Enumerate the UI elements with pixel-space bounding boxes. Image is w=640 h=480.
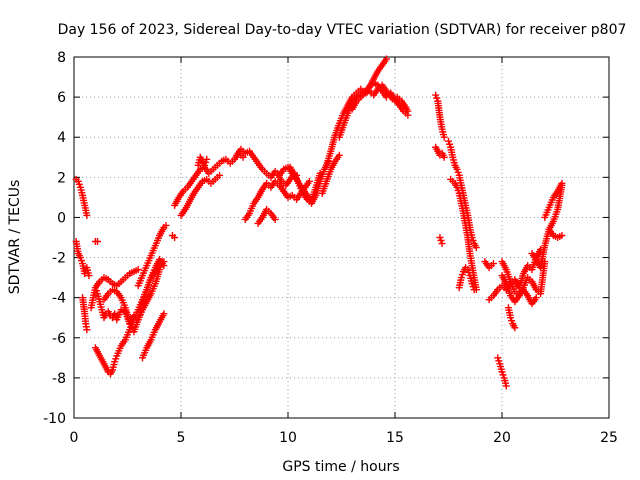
y-tick-label: 6 xyxy=(57,90,66,106)
data-point xyxy=(271,215,279,223)
x-tick-label: 25 xyxy=(600,430,618,446)
grid-lines xyxy=(74,57,609,418)
data-point xyxy=(134,266,142,274)
data-point xyxy=(558,231,566,239)
data-point xyxy=(316,169,324,177)
y-tick-label: 8 xyxy=(57,50,66,66)
data-point xyxy=(83,326,91,334)
data-point xyxy=(160,310,168,318)
y-tick-label: -10 xyxy=(43,411,66,427)
data-point xyxy=(440,133,448,141)
x-ticks: 0 5 10 15 20 25 xyxy=(70,57,618,446)
y-axis-label: SDTVAR / TECUs xyxy=(7,180,23,295)
data-point xyxy=(532,294,540,302)
data-point xyxy=(472,244,480,252)
data-point xyxy=(502,382,510,390)
data-point xyxy=(203,155,211,163)
data-point xyxy=(305,177,313,185)
x-axis-label: GPS time / hours xyxy=(282,459,399,475)
y-tick-label: -2 xyxy=(52,251,66,267)
data-point xyxy=(335,151,343,159)
y-tick-label: 2 xyxy=(57,170,66,186)
data-point xyxy=(558,179,566,187)
plot-frame xyxy=(73,56,610,419)
x-tick-label: 5 xyxy=(177,430,186,446)
y-ticks: -10 -8 -6 -4 -2 0 2 4 6 8 xyxy=(43,50,609,427)
data-point xyxy=(438,240,446,248)
y-tick-label: -4 xyxy=(52,291,66,307)
data-point xyxy=(162,221,170,229)
data-point xyxy=(404,107,412,115)
data-points xyxy=(72,55,566,390)
data-point xyxy=(94,238,102,246)
data-point xyxy=(511,324,519,332)
data-point xyxy=(160,258,168,266)
x-tick-label: 20 xyxy=(493,430,511,446)
x-tick-label: 10 xyxy=(279,430,297,446)
y-tick-label: -6 xyxy=(52,331,66,347)
data-point xyxy=(489,260,497,268)
y-tick-label: 0 xyxy=(57,210,66,226)
data-point xyxy=(216,171,224,179)
x-tick-label: 0 xyxy=(70,430,79,446)
data-point xyxy=(85,272,93,280)
data-point xyxy=(382,55,390,63)
data-point xyxy=(470,286,478,294)
x-tick-label: 15 xyxy=(386,430,404,446)
data-point xyxy=(171,234,179,241)
data-point xyxy=(239,153,247,161)
data-point xyxy=(83,211,91,219)
data-point xyxy=(440,153,448,161)
y-tick-label: 4 xyxy=(57,130,66,146)
chart-title: Day 156 of 2023, Sidereal Day-to-day VTE… xyxy=(58,22,627,38)
y-tick-label: -8 xyxy=(52,371,66,387)
